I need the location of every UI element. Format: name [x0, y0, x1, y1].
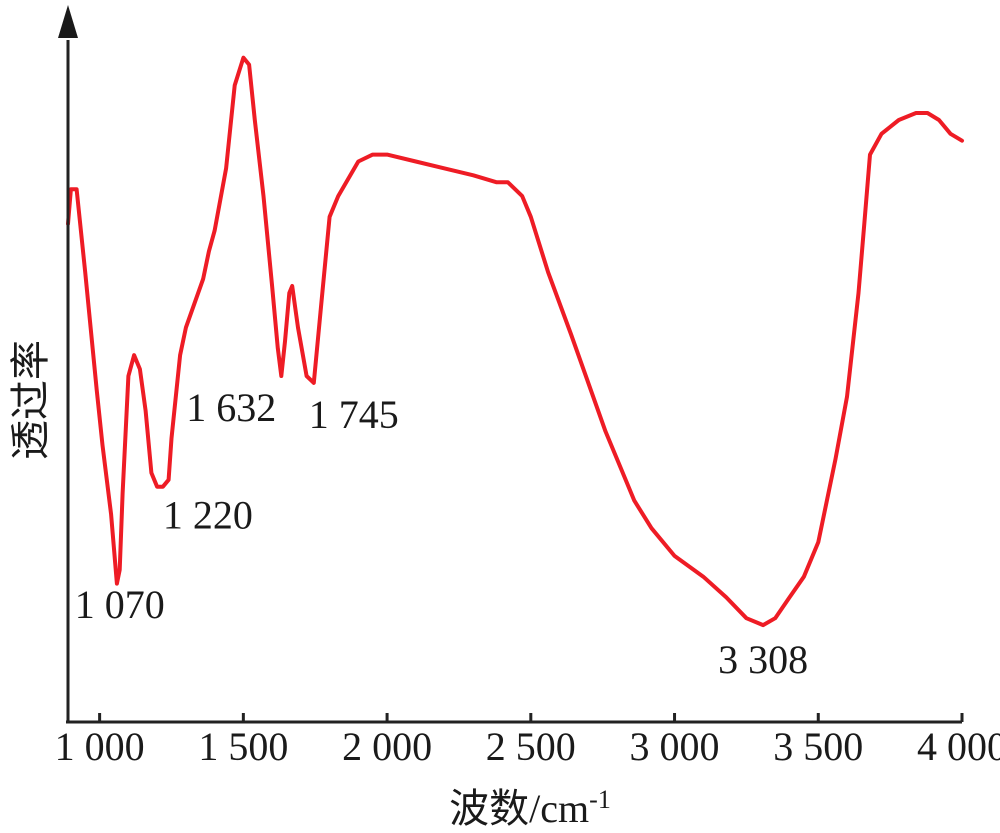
- plot-area: [66, 55, 964, 628]
- y-axis-title: 透过率: [8, 340, 53, 460]
- peak-label: 1 632: [186, 385, 276, 430]
- axes: [58, 5, 962, 724]
- peak-label: 3 308: [718, 637, 808, 682]
- x-tick-label: 1 500: [198, 724, 288, 769]
- x-axis-ticks: 1 000 1 500 2 000 2 500 3 000 3 500 4 000: [55, 713, 1000, 769]
- x-tick-label: 3 500: [773, 724, 863, 769]
- peak-labels: 1 070 1 220 1 632 1 745 3 308: [75, 385, 808, 682]
- x-tick-label: 4 000: [917, 724, 1000, 769]
- peak-label: 1 745: [309, 392, 399, 437]
- y-axis-arrow-icon: [58, 5, 78, 38]
- x-axis-title: 波数/cm-1: [449, 785, 611, 831]
- x-tick-label: 2 000: [342, 724, 432, 769]
- x-tick-label: 1 000: [55, 724, 145, 769]
- spectrum-line: [66, 55, 964, 628]
- x-tick-label: 3 000: [630, 724, 720, 769]
- peak-label: 1 070: [75, 582, 165, 627]
- x-tick-label: 2 500: [486, 724, 576, 769]
- peak-label: 1 220: [163, 493, 253, 538]
- x-axis-title-superscript: -1: [589, 785, 611, 814]
- x-axis-title-text: 波数/cm: [449, 786, 589, 831]
